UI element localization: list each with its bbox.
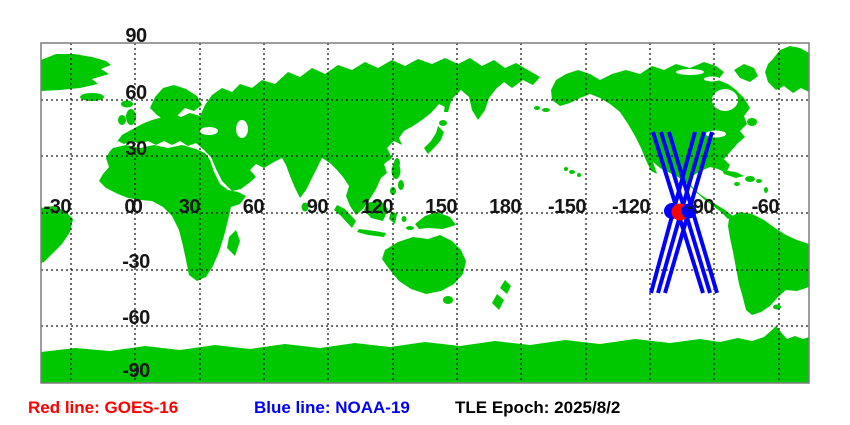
- landmass-arctic-island: [80, 93, 104, 101]
- landmass-iceland: [121, 100, 133, 108]
- lon-label-150: 150: [425, 196, 457, 218]
- lat-label-0: 0: [131, 196, 143, 218]
- landmass-java: [357, 229, 386, 237]
- landmass-sakhalin: [444, 96, 452, 112]
- lon-label-60: 60: [242, 196, 265, 218]
- landmass-greenland-west: [41, 54, 111, 91]
- legend: Red line: GOES-16 Blue line: NOAA-19 TLE…: [0, 398, 850, 422]
- landmasses: [41, 46, 809, 383]
- landmass-ireland: [118, 115, 126, 125]
- landmass-brazil-east-wrap: [41, 206, 73, 263]
- landmass-hainan: [372, 170, 380, 176]
- lat-label-neg30: -30: [122, 251, 150, 273]
- lon-label-neg60: -60: [751, 196, 780, 218]
- map-border: [40, 42, 810, 384]
- landmass-baffin-island: [734, 64, 758, 82]
- lon-label-0: 0: [124, 196, 135, 218]
- lon-label-30: 30: [178, 196, 201, 218]
- hudson-bay: [712, 89, 738, 111]
- arctic-channel-2: [704, 76, 720, 82]
- landmass-tasmania: [443, 296, 453, 304]
- landmass-aleutians-2: [534, 106, 540, 110]
- landmass-sulawesi: [389, 211, 397, 224]
- landmass-greenland-east: [765, 46, 809, 93]
- landmass-eurasia: [116, 58, 540, 215]
- landmass-hawaii-2: [569, 170, 575, 174]
- landmass-lesser-antilles: [764, 187, 768, 193]
- landmass-philippines-visayas: [398, 180, 404, 190]
- landmass-cuba: [722, 170, 744, 178]
- landmass-hawaii-3: [577, 173, 581, 177]
- landmass-falkland: [773, 304, 781, 310]
- arctic-channel-1: [676, 69, 704, 75]
- landmass-jamaica: [734, 182, 740, 186]
- landmass-hokkaido: [439, 120, 447, 126]
- legend-blue-line-noaa19: Blue line: NOAA-19: [254, 398, 410, 417]
- noaa19-marker-right: [681, 203, 697, 219]
- lon-label-neg150: -150: [547, 196, 587, 218]
- landmass-newfoundland: [747, 118, 757, 126]
- legend-tle-epoch: TLE Epoch: 2025/8/2: [455, 398, 621, 417]
- landmass-moluccas: [401, 216, 407, 222]
- landmass-antarctica: [41, 326, 809, 383]
- lat-label-60: 60: [125, 82, 147, 104]
- landmass-new-guinea: [415, 212, 456, 229]
- lat-label-neg90: -90: [122, 360, 150, 382]
- lon-label-90: 90: [306, 196, 329, 218]
- legend-red-line-goes16: Red line: GOES-16: [28, 398, 179, 417]
- landmass-puerto-rico: [756, 179, 762, 183]
- lon-label-neg120: -120: [611, 196, 651, 218]
- lon-label-neg90: -90: [686, 196, 715, 218]
- landmass-britain: [126, 109, 136, 125]
- landmass-japan: [424, 126, 444, 154]
- landmass-aleutians-1: [542, 108, 550, 112]
- landmass-timor: [406, 226, 414, 230]
- landmass-new-zealand-north: [500, 280, 511, 294]
- landmass-borneo: [364, 200, 388, 221]
- lat-label-neg60: -60: [122, 307, 150, 329]
- lon-label-180: 180: [489, 196, 521, 218]
- lon-label-120: 120: [361, 196, 393, 218]
- caspian-sea: [236, 120, 248, 138]
- landmass-sri-lanka: [301, 202, 309, 212]
- landmass-scandinavia: [150, 85, 202, 122]
- inland-seas: [200, 69, 738, 138]
- lon-label-neg30: -30: [43, 196, 72, 218]
- satellite-markers: [664, 203, 697, 221]
- lat-label-90: 90: [125, 25, 147, 47]
- landmass-australia: [382, 235, 466, 294]
- landmass-south-america: [728, 212, 809, 315]
- landmass-philippines-luzon: [391, 163, 401, 179]
- black-sea: [200, 127, 218, 135]
- landmass-sumatra: [334, 205, 356, 228]
- landmass-hispaniola: [745, 176, 755, 182]
- landmass-hawaii-1: [564, 167, 568, 171]
- lat-label-30: 30: [125, 138, 147, 160]
- landmass-new-zealand-south: [492, 294, 504, 310]
- landmass-philippines-mindanao: [390, 187, 396, 195]
- landmass-north-america: [551, 62, 750, 219]
- landmass-madagascar: [227, 230, 240, 256]
